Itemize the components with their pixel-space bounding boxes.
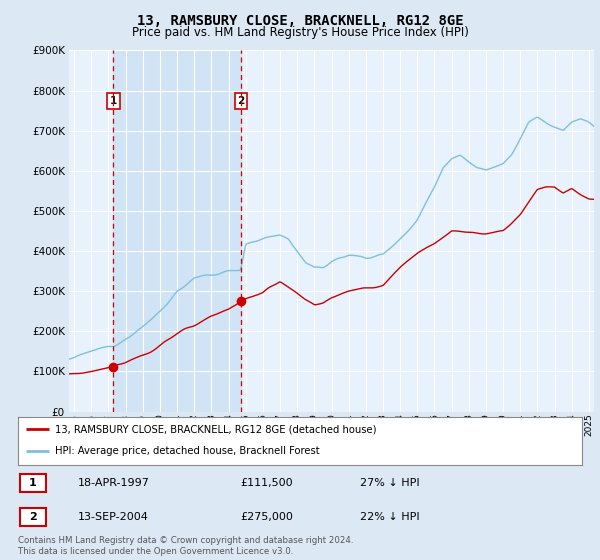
Text: £275,000: £275,000 xyxy=(240,512,293,521)
Text: 1: 1 xyxy=(29,478,37,488)
Text: 13, RAMSBURY CLOSE, BRACKNELL, RG12 8GE (detached house): 13, RAMSBURY CLOSE, BRACKNELL, RG12 8GE … xyxy=(55,424,376,434)
Text: HPI: Average price, detached house, Bracknell Forest: HPI: Average price, detached house, Brac… xyxy=(55,446,319,456)
Text: 18-APR-1997: 18-APR-1997 xyxy=(78,478,150,488)
Text: 2: 2 xyxy=(237,96,244,106)
Text: £111,500: £111,500 xyxy=(240,478,293,488)
Text: Contains HM Land Registry data © Crown copyright and database right 2024.
This d: Contains HM Land Registry data © Crown c… xyxy=(18,536,353,556)
Text: 2: 2 xyxy=(29,512,37,521)
Text: 27% ↓ HPI: 27% ↓ HPI xyxy=(360,478,419,488)
Text: 13, RAMSBURY CLOSE, BRACKNELL, RG12 8GE: 13, RAMSBURY CLOSE, BRACKNELL, RG12 8GE xyxy=(137,14,463,28)
Text: 13-SEP-2004: 13-SEP-2004 xyxy=(78,512,149,521)
Text: 22% ↓ HPI: 22% ↓ HPI xyxy=(360,512,419,521)
Text: 1: 1 xyxy=(110,96,117,106)
Bar xyxy=(113,50,241,412)
Text: Price paid vs. HM Land Registry's House Price Index (HPI): Price paid vs. HM Land Registry's House … xyxy=(131,26,469,39)
